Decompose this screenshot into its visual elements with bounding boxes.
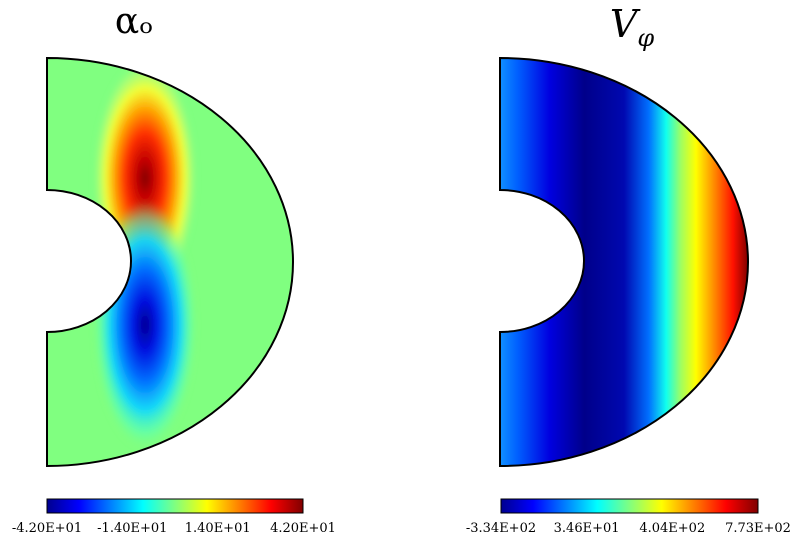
- vphi-colorbar-tick-label: 3.46E+01: [554, 521, 620, 536]
- alpha-colorbar-gradient: [46, 498, 304, 514]
- vphi-colorbar-ticks: -3.34E+02 3.46E+01 4.04E+02 7.73E+02: [466, 521, 791, 536]
- vphi-colorbar-gradient: [500, 498, 759, 514]
- alpha-panel: αₒ -4.20E+01 -1.40E+01 1.40E+01 4.20E+01: [12, 1, 336, 536]
- alpha-negative-lobe: [93, 200, 197, 450]
- alpha-colorbar: -4.20E+01 -1.40E+01 1.40E+01 4.20E+01: [12, 498, 336, 536]
- alpha-shell-outline: [46, 56, 294, 468]
- alpha-colorbar-ticks: -4.20E+01 -1.40E+01 1.40E+01 4.20E+01: [12, 521, 336, 536]
- alpha-colorbar-tick-label: -4.20E+01: [12, 521, 82, 536]
- vphi-colorbar: -3.34E+02 3.46E+01 4.04E+02 7.73E+02: [466, 498, 791, 536]
- alpha-colorbar-tick-label: -1.40E+01: [97, 521, 167, 536]
- vphi-panel: Vφ -3.34E+02 3.46E+01 4.04E+02 7.73E+02: [466, 2, 791, 536]
- vphi-colorbar-tick-label: -3.34E+02: [466, 521, 536, 536]
- vphi-colorbar-tick-label: 7.73E+02: [725, 521, 791, 536]
- alpha-colorbar-tick-label: 4.20E+01: [270, 521, 336, 536]
- alpha-panel-title: αₒ: [115, 1, 153, 42]
- alpha-colorbar-tick-label: 1.40E+01: [185, 521, 251, 536]
- vphi-title-subscript: φ: [637, 24, 654, 52]
- vphi-gradient-field: [500, 58, 748, 466]
- vphi-colorbar-tick-label: 4.04E+02: [639, 521, 705, 536]
- vphi-shell-outline: [499, 56, 749, 468]
- vphi-title-base: V: [610, 2, 641, 46]
- vphi-field: [500, 58, 748, 466]
- vphi-panel-title: Vφ: [610, 2, 654, 52]
- alpha-field: [47, 58, 293, 466]
